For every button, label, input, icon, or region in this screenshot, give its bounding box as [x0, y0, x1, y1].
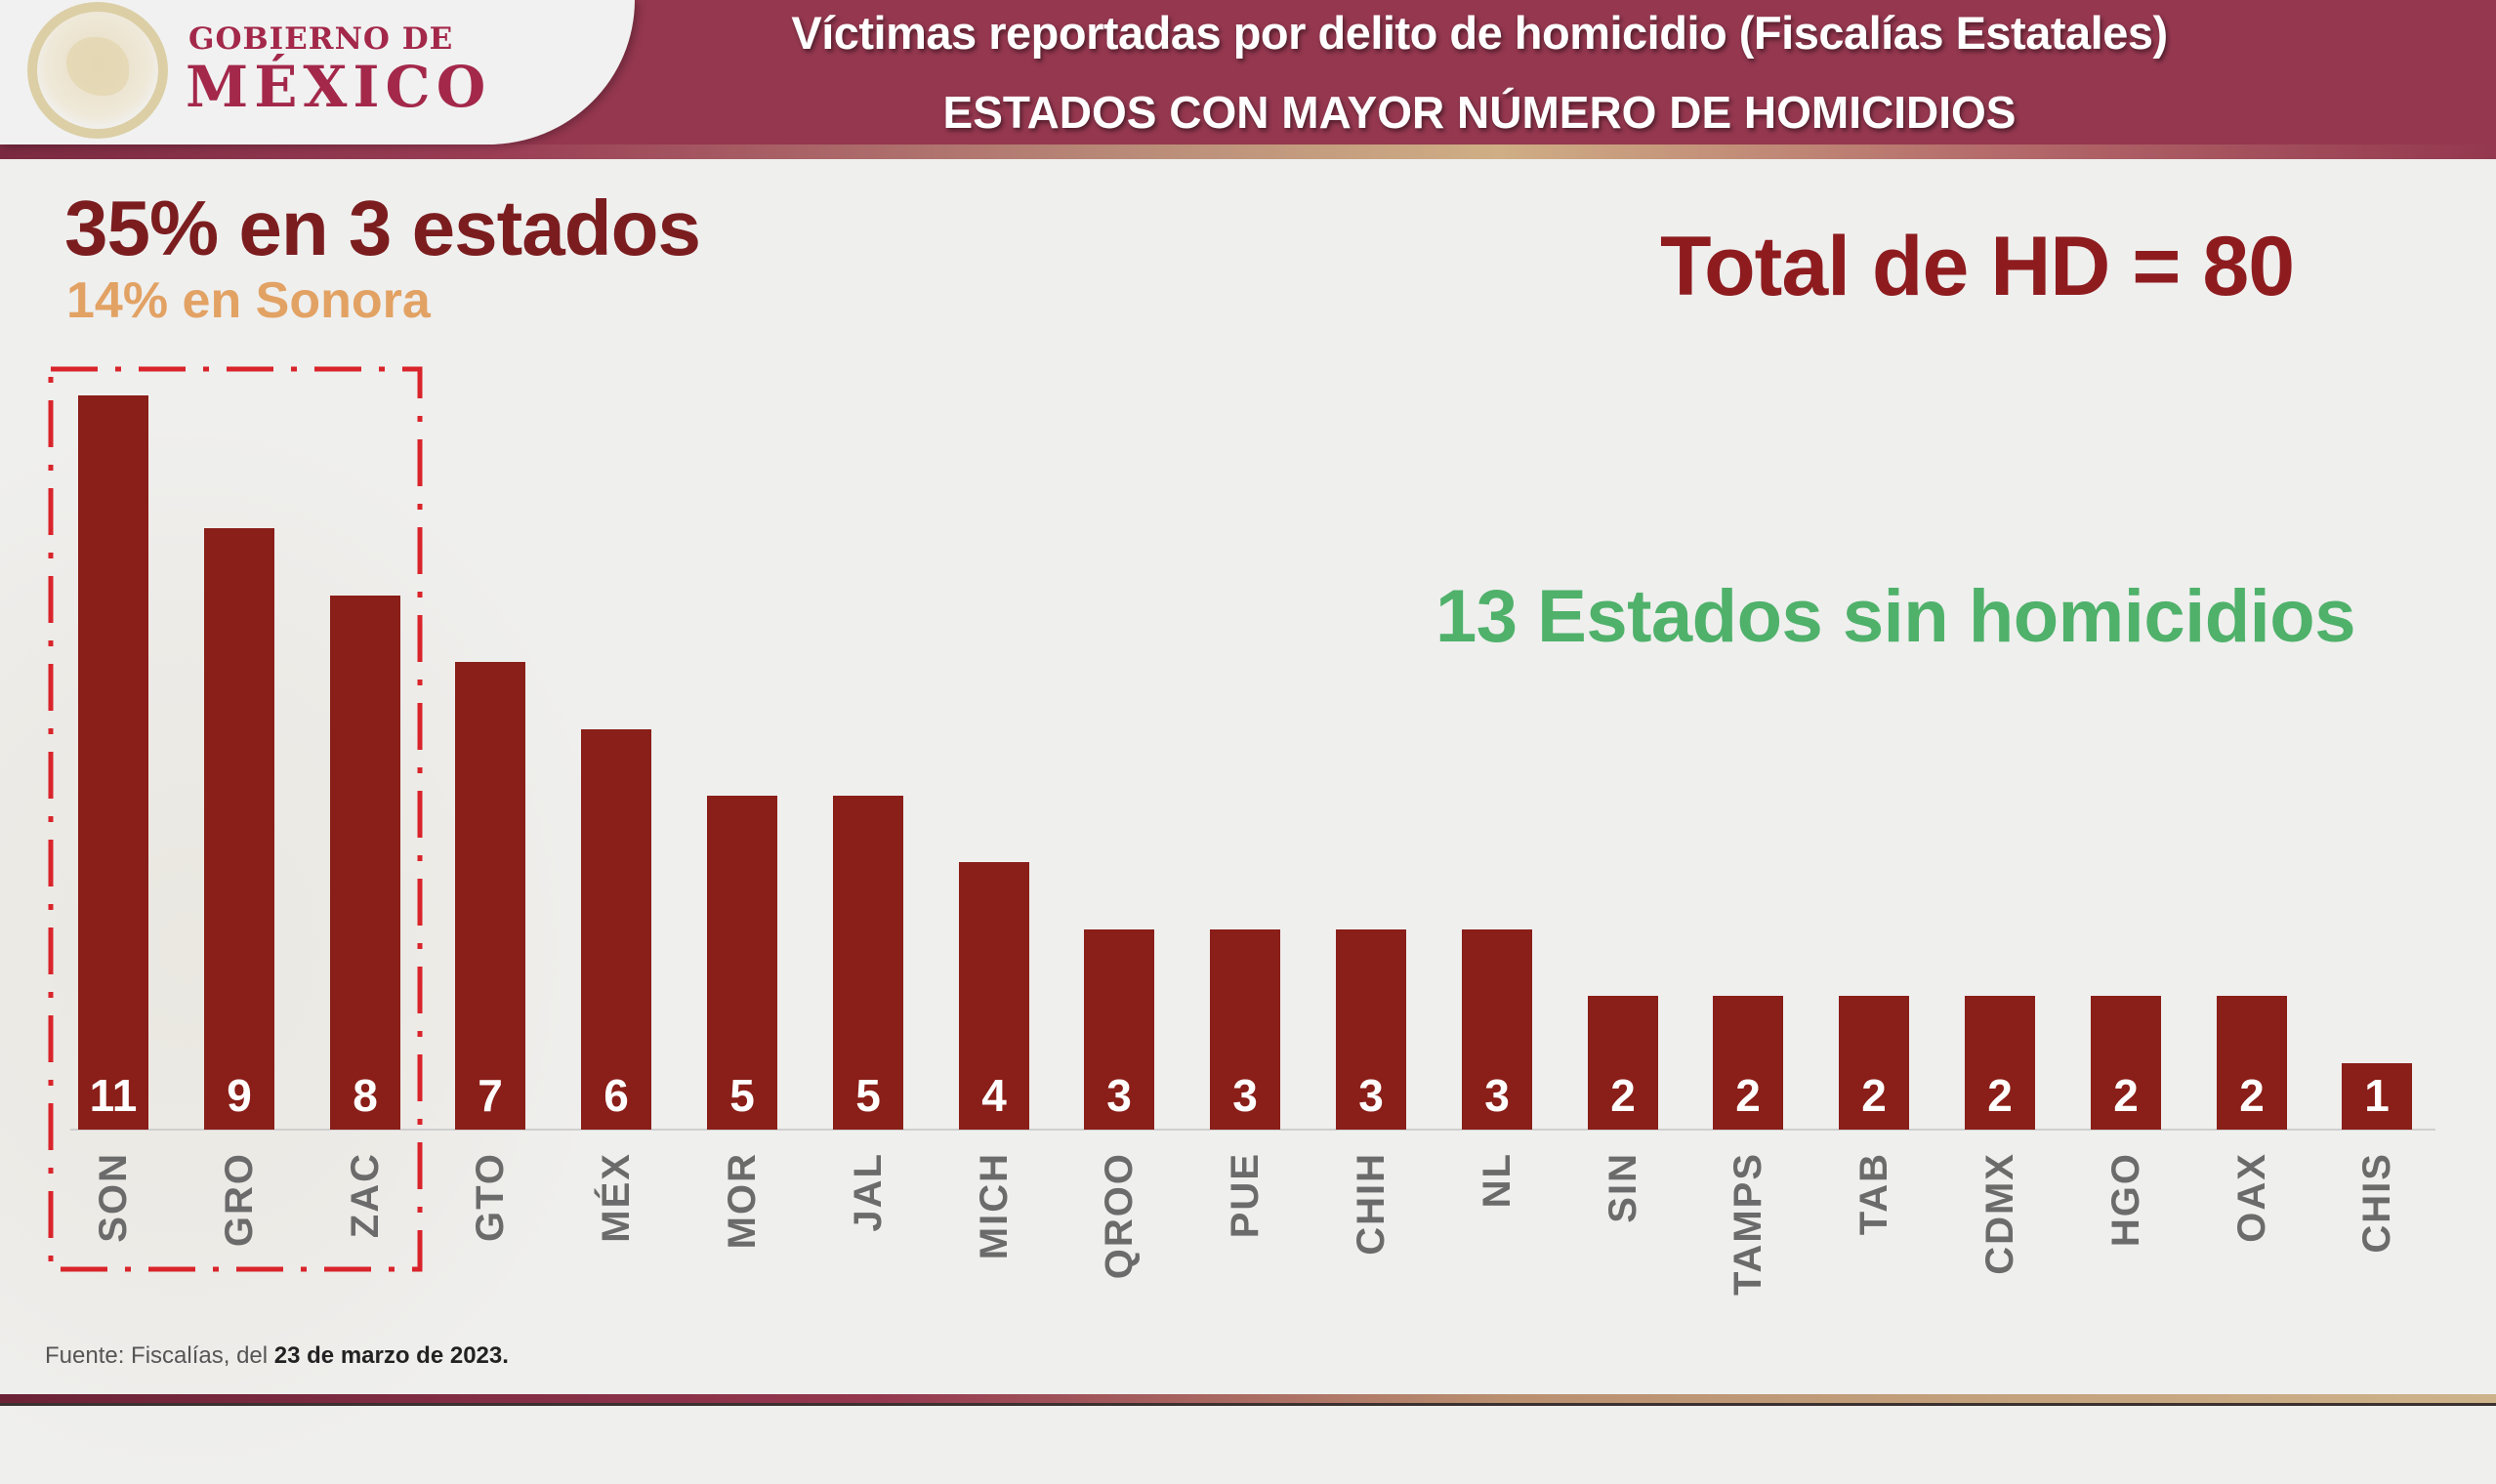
eagle-emblem-icon	[66, 37, 129, 96]
bar-value-label: 2	[2113, 1070, 2139, 1121]
bar-hgo: 2	[2091, 996, 2161, 1130]
category-label-zac: ZAC	[330, 1152, 400, 1308]
category-label-text: QROO	[1098, 1152, 1141, 1280]
bar-sin: 2	[1588, 996, 1658, 1130]
category-label-gto: GTO	[455, 1152, 525, 1308]
bar-qroo: 3	[1084, 929, 1154, 1130]
bar-tamps: 2	[1713, 996, 1783, 1130]
bar-value-label: 2	[1610, 1070, 1636, 1121]
bar-pue: 3	[1210, 929, 1280, 1130]
total-homicides-label: Total de HD = 80	[1660, 220, 2295, 313]
category-label-cdmx: CDMX	[1965, 1152, 2035, 1308]
category-label-pue: PUE	[1210, 1152, 1280, 1308]
category-label-text: TAMPS	[1726, 1152, 1769, 1297]
category-label-chih: CHIH	[1336, 1152, 1406, 1308]
bar-value-label: 2	[1735, 1070, 1761, 1121]
bar-nl: 3	[1462, 929, 1532, 1130]
page-subtitle: ESTADOS CON MAYOR NÚMERO DE HOMICIDIOS	[942, 87, 2017, 138]
bar-value-label: 3	[1232, 1070, 1258, 1121]
top-state-subheadline: 14% en Sonora	[66, 272, 431, 329]
category-label-text: CDMX	[1978, 1152, 2021, 1275]
bar-cdmx: 2	[1965, 996, 2035, 1130]
bar-value-label: 8	[353, 1070, 378, 1121]
bar-chart: 11 SON 9 GRO 8 ZAC 7 GTO 6 MÉX 5 MOR 5 JAL 4 MICH 3 QROO 3…	[48, 366, 2435, 1308]
category-label-text: CHIH	[1350, 1152, 1393, 1256]
source-date: 23 de marzo de 2023.	[273, 1342, 509, 1369]
category-label-son: SON	[78, 1152, 148, 1308]
bar-value-label: 2	[1987, 1070, 2013, 1121]
category-label-jal: JAL	[833, 1152, 903, 1308]
bar-value-label: 4	[981, 1070, 1007, 1121]
bar-value-label: 5	[729, 1070, 755, 1121]
category-label-oax: OAX	[2217, 1152, 2287, 1308]
bar-oax: 2	[2217, 996, 2287, 1130]
category-label-text: JAL	[847, 1152, 890, 1232]
category-label-text: NL	[1476, 1152, 1518, 1209]
category-label-mich: MICH	[959, 1152, 1029, 1308]
national-emblem-icon	[27, 2, 168, 139]
category-label-text: ZAC	[344, 1152, 387, 1239]
category-label-text: SIN	[1602, 1152, 1644, 1223]
bar-value-label: 3	[1106, 1070, 1132, 1121]
source-note: Fuente: Fiscalías, del 23 de marzo de 20…	[45, 1342, 509, 1370]
bar-value-label: 3	[1358, 1070, 1384, 1121]
bar-son: 11	[78, 395, 148, 1130]
logo-text-gobierno: GOBIERNO DE	[188, 21, 454, 57]
header-stripe	[0, 144, 2496, 159]
category-label-text: TAB	[1852, 1152, 1895, 1236]
logo-text-mexico: MÉXICO	[186, 54, 492, 120]
category-label-qroo: QROO	[1084, 1152, 1154, 1308]
states-without-homicides-label: 13 Estados sin homicidios	[1435, 575, 2356, 658]
concentration-headline: 35% en 3 estados	[64, 185, 701, 271]
category-label-chis: CHIS	[2342, 1152, 2412, 1308]
category-label-text: MOR	[721, 1152, 764, 1250]
category-label-hgo: HGO	[2091, 1152, 2161, 1308]
page-title: Víctimas reportadas por delito de homici…	[791, 7, 2168, 59]
category-label-méx: MÉX	[581, 1152, 651, 1308]
bar-value-label: 9	[227, 1070, 252, 1121]
category-label-text: PUE	[1224, 1152, 1267, 1239]
bar-tab: 2	[1839, 996, 1909, 1130]
category-label-gro: GRO	[204, 1152, 274, 1308]
bar-chis: 1	[2342, 1063, 2412, 1130]
category-label-text: HGO	[2104, 1152, 2147, 1248]
bar-chih: 3	[1336, 929, 1406, 1130]
category-label-sin: SIN	[1588, 1152, 1658, 1308]
bar-gto: 7	[455, 662, 525, 1130]
bar-value-label: 3	[1484, 1070, 1510, 1121]
bar-méx: 6	[581, 729, 651, 1130]
category-label-text: GRO	[218, 1152, 261, 1248]
category-label-text: SON	[92, 1152, 135, 1243]
bar-gro: 9	[204, 528, 274, 1130]
bar-zac: 8	[330, 596, 400, 1130]
category-label-text: OAX	[2230, 1152, 2273, 1243]
category-label-text: CHIS	[2355, 1152, 2398, 1254]
bar-mor: 5	[707, 796, 777, 1130]
bar-value-label: 2	[1861, 1070, 1887, 1121]
bar-value-label: 7	[478, 1070, 503, 1121]
bar-jal: 5	[833, 796, 903, 1130]
bar-value-label: 5	[855, 1070, 881, 1121]
category-label-tab: TAB	[1839, 1152, 1909, 1308]
bar-value-label: 2	[2239, 1070, 2265, 1121]
bottom-bar	[0, 1394, 2496, 1406]
logo-panel: GOBIERNO DE MÉXICO	[0, 0, 635, 144]
category-label-text: GTO	[469, 1152, 512, 1242]
category-label-mor: MOR	[707, 1152, 777, 1308]
bar-value-label: 1	[2364, 1070, 2390, 1121]
category-label-text: MÉX	[595, 1152, 638, 1243]
bar-mich: 4	[959, 862, 1029, 1130]
category-label-tamps: TAMPS	[1713, 1152, 1783, 1308]
source-prefix: Fuente: Fiscalías, del	[45, 1342, 274, 1369]
category-label-nl: NL	[1462, 1152, 1532, 1308]
bar-value-label: 11	[89, 1070, 138, 1121]
bar-value-label: 6	[603, 1070, 629, 1121]
category-label-text: MICH	[973, 1152, 1016, 1260]
